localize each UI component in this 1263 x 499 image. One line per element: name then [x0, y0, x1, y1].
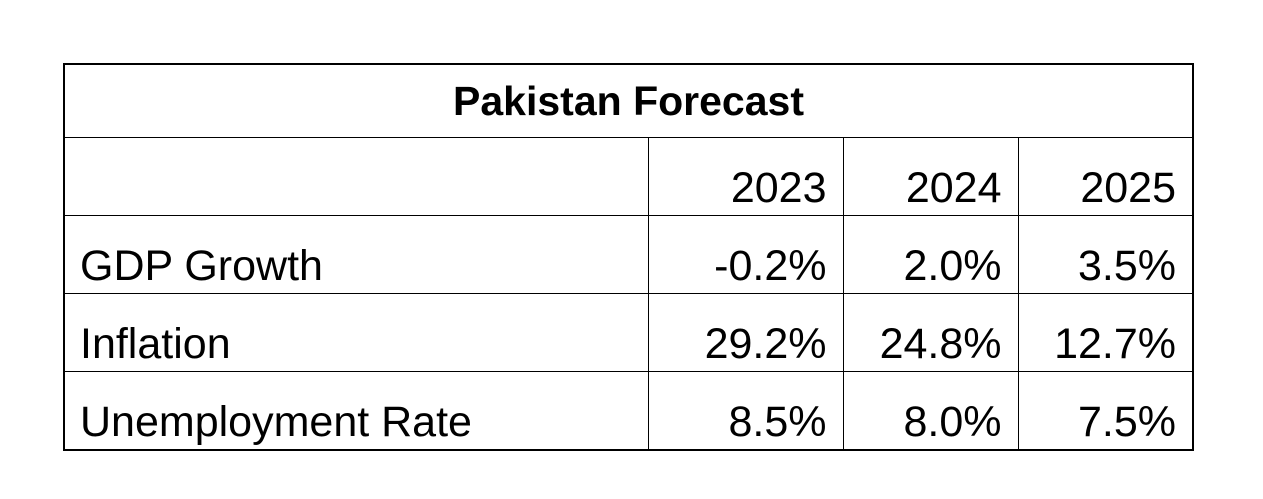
header-row: 2023 2024 2025 — [63, 137, 1194, 216]
year-header-2024: 2024 — [842, 137, 1019, 216]
table-cell: 24.8% — [842, 293, 1019, 372]
table-row: Unemployment Rate 8.5% 8.0% 7.5% — [63, 371, 1194, 451]
year-header-2023: 2023 — [647, 137, 844, 216]
table-cell: 29.2% — [647, 293, 844, 372]
table-cell: 8.5% — [647, 371, 844, 451]
forecast-table: Pakistan Forecast 2023 2024 2025 GDP Gro… — [63, 63, 1195, 451]
title-row: Pakistan Forecast — [63, 63, 1194, 138]
table-cell: 8.0% — [842, 371, 1019, 451]
row-label-unemployment-rate: Unemployment Rate — [63, 371, 649, 451]
row-label-inflation: Inflation — [63, 293, 649, 372]
table-title: Pakistan Forecast — [63, 63, 1194, 138]
table-cell: -0.2% — [647, 215, 844, 294]
table-row: GDP Growth -0.2% 2.0% 3.5% — [63, 215, 1194, 294]
header-empty-cell — [63, 137, 649, 216]
year-header-2025: 2025 — [1017, 137, 1194, 216]
table-row: Inflation 29.2% 24.8% 12.7% — [63, 293, 1194, 372]
table-cell: 7.5% — [1017, 371, 1194, 451]
table-cell: 3.5% — [1017, 215, 1194, 294]
table-cell: 12.7% — [1017, 293, 1194, 372]
row-label-gdp-growth: GDP Growth — [63, 215, 649, 294]
table-cell: 2.0% — [842, 215, 1019, 294]
